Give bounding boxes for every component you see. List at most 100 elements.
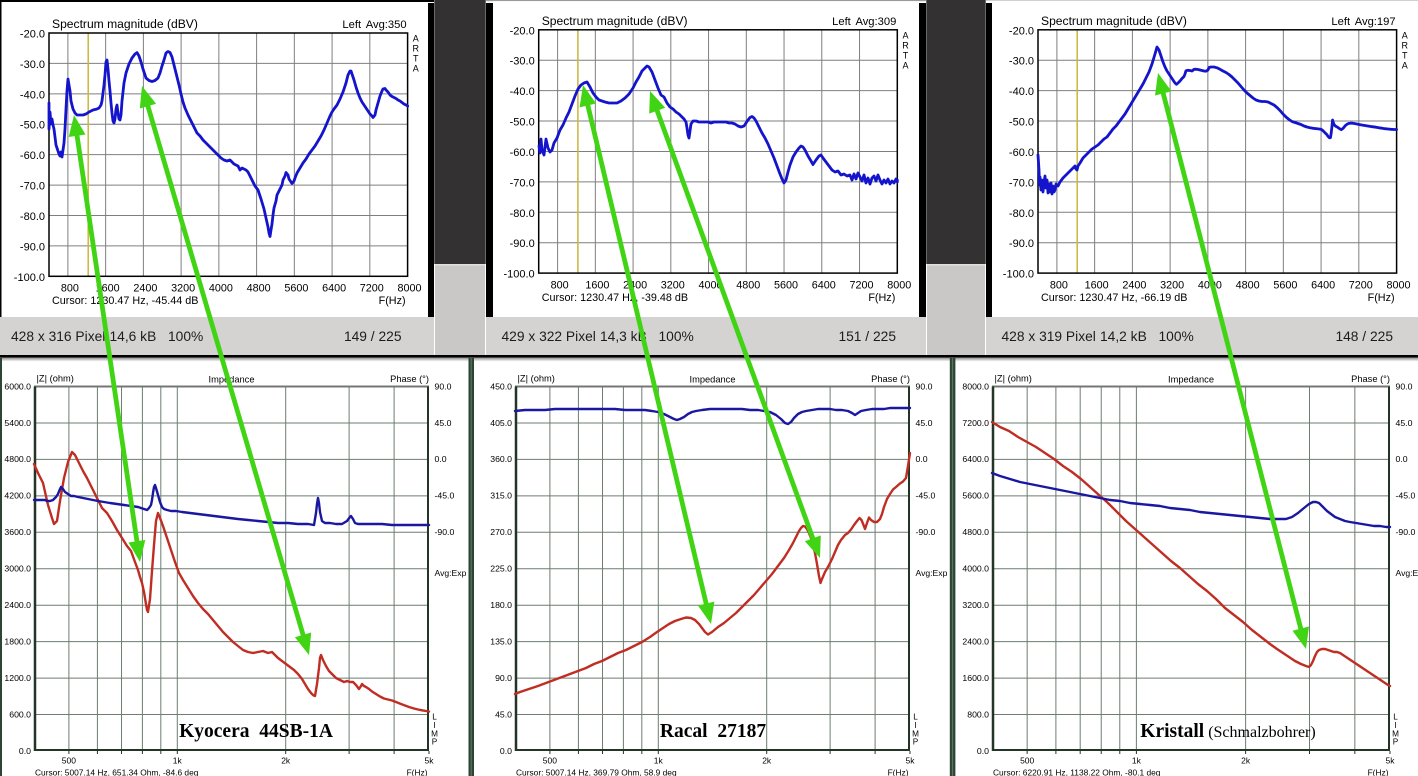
svg-text:A: A [413, 34, 419, 44]
svg-text:-30.0: -30.0 [1009, 56, 1034, 68]
svg-text:3200: 3200 [661, 280, 685, 292]
svg-text:14,6 kB: 14,6 kB [110, 329, 157, 344]
svg-text:428 x 316 Pixel: 428 x 316 Pixel [11, 329, 105, 344]
svg-text:3000.0: 3000.0 [4, 564, 31, 574]
svg-text:4800: 4800 [736, 280, 760, 292]
svg-text:Cursor: 1230.47 Hz, -45.44 dB: Cursor: 1230.47 Hz, -45.44 dB [52, 295, 198, 307]
svg-text:14,2 kB: 14,2 kB [1100, 329, 1147, 344]
svg-text:8000: 8000 [887, 280, 911, 292]
svg-text:Avg:Exp: Avg:Exp [1396, 568, 1418, 578]
svg-text:-90.0: -90.0 [1009, 238, 1034, 250]
svg-text:151 / 225: 151 / 225 [838, 329, 896, 344]
svg-text:6400.0: 6400.0 [962, 454, 989, 464]
svg-text:0.0: 0.0 [500, 746, 512, 756]
svg-text:-30.0: -30.0 [510, 56, 535, 68]
svg-text:-45.0: -45.0 [435, 491, 455, 501]
svg-text:-60.0: -60.0 [510, 147, 535, 159]
svg-text:Impedance: Impedance [209, 375, 255, 385]
svg-text:800: 800 [551, 280, 569, 292]
svg-text:4800: 4800 [247, 283, 271, 295]
svg-text:149 / 225: 149 / 225 [344, 329, 402, 344]
svg-text:500: 500 [543, 756, 557, 766]
svg-text:Avg:309: Avg:309 [855, 16, 896, 28]
svg-text:-90.0: -90.0 [916, 527, 936, 537]
svg-text:1600.0: 1600.0 [962, 673, 989, 683]
svg-text:2k: 2k [762, 756, 772, 766]
svg-text:A: A [1402, 60, 1408, 70]
svg-text:Spectrum magnitude (dBV): Spectrum magnitude (dBV) [1041, 14, 1187, 28]
svg-text:P: P [1393, 738, 1399, 747]
svg-text:5600.0: 5600.0 [962, 491, 989, 501]
svg-text:45.0: 45.0 [1396, 418, 1413, 428]
svg-text:Kristall (Schmalzbohrer): Kristall (Schmalzbohrer) [1140, 721, 1315, 742]
svg-text:2400: 2400 [1122, 280, 1146, 292]
svg-text:Cursor: 5007.14 Hz, 651.34 Ohm: Cursor: 5007.14 Hz, 651.34 Ohm, -84.6 de… [35, 768, 199, 776]
svg-text:A: A [1402, 30, 1408, 40]
svg-text:|Z| (ohm): |Z| (ohm) [518, 373, 555, 383]
svg-text:3200.0: 3200.0 [962, 600, 989, 610]
svg-text:7200: 7200 [1349, 280, 1373, 292]
svg-text:-50.0: -50.0 [510, 117, 535, 129]
svg-text:1k: 1k [654, 756, 664, 766]
svg-text:-90.0: -90.0 [435, 527, 455, 537]
svg-text:-70.0: -70.0 [20, 181, 45, 193]
svg-text:5600: 5600 [774, 280, 798, 292]
svg-text:-60.0: -60.0 [20, 150, 45, 162]
svg-text:Cursor: 6220.91 Hz, 1138.22 Oh: Cursor: 6220.91 Hz, 1138.22 Ohm, -80.1 d… [993, 768, 1161, 776]
svg-text:Left: Left [342, 19, 362, 31]
svg-text:450.0: 450.0 [490, 381, 512, 391]
svg-text:0.0: 0.0 [1396, 454, 1408, 464]
svg-text:2k: 2k [281, 756, 291, 766]
svg-text:5400.0: 5400.0 [4, 418, 31, 428]
svg-text:M: M [912, 729, 919, 738]
svg-text:Avg:Exp: Avg:Exp [916, 568, 948, 578]
svg-text:4800.0: 4800.0 [4, 454, 31, 464]
svg-text:90.0: 90.0 [495, 673, 512, 683]
svg-text:4800.0: 4800.0 [962, 527, 989, 537]
svg-text:6400: 6400 [812, 280, 836, 292]
svg-text:45.0: 45.0 [916, 418, 933, 428]
svg-text:-40.0: -40.0 [1009, 86, 1034, 98]
svg-text:0.0: 0.0 [19, 746, 31, 756]
svg-text:I: I [1394, 721, 1396, 730]
svg-text:Left: Left [832, 16, 852, 28]
svg-text:2400.0: 2400.0 [962, 636, 989, 646]
svg-text:Avg:Exp: Avg:Exp [435, 568, 467, 578]
svg-text:7200.0: 7200.0 [962, 418, 989, 428]
svg-text:F(Hz): F(Hz) [407, 768, 428, 776]
svg-text:L: L [913, 713, 918, 722]
svg-text:5k: 5k [906, 756, 916, 766]
svg-text:6400: 6400 [322, 283, 346, 295]
svg-text:F(Hz): F(Hz) [1368, 768, 1389, 776]
svg-text:-100.0: -100.0 [1003, 269, 1034, 281]
svg-text:A: A [413, 64, 419, 74]
svg-text:P: P [913, 738, 919, 747]
svg-text:L: L [1393, 713, 1398, 722]
svg-text:1600: 1600 [1085, 280, 1109, 292]
svg-text:8000: 8000 [398, 283, 422, 295]
svg-text:90.0: 90.0 [1396, 381, 1413, 391]
svg-text:-90.0: -90.0 [510, 238, 535, 250]
svg-text:4200.0: 4200.0 [4, 491, 31, 501]
svg-text:Spectrum magnitude (dBV): Spectrum magnitude (dBV) [542, 14, 688, 28]
svg-text:|Z| (ohm): |Z| (ohm) [995, 373, 1032, 383]
svg-text:2400: 2400 [623, 280, 647, 292]
svg-text:L: L [432, 713, 437, 722]
svg-text:3600.0: 3600.0 [4, 527, 31, 537]
svg-text:225.0: 225.0 [490, 564, 512, 574]
svg-text:2400.0: 2400.0 [4, 600, 31, 610]
svg-text:315.0: 315.0 [490, 491, 512, 501]
svg-text:-20.0: -20.0 [510, 25, 535, 37]
svg-text:T: T [903, 50, 909, 60]
svg-text:Impedance: Impedance [1168, 375, 1214, 385]
svg-text:I: I [914, 721, 916, 730]
svg-text:1600: 1600 [585, 280, 609, 292]
svg-text:6000.0: 6000.0 [4, 381, 31, 391]
svg-text:1k: 1k [1132, 756, 1142, 766]
svg-text:Phase (°): Phase (°) [871, 374, 910, 384]
svg-text:4000: 4000 [699, 280, 723, 292]
svg-text:1800.0: 1800.0 [4, 636, 31, 646]
svg-text:-80.0: -80.0 [20, 211, 45, 223]
svg-text:100%: 100% [659, 329, 694, 344]
svg-text:45.0: 45.0 [435, 418, 452, 428]
